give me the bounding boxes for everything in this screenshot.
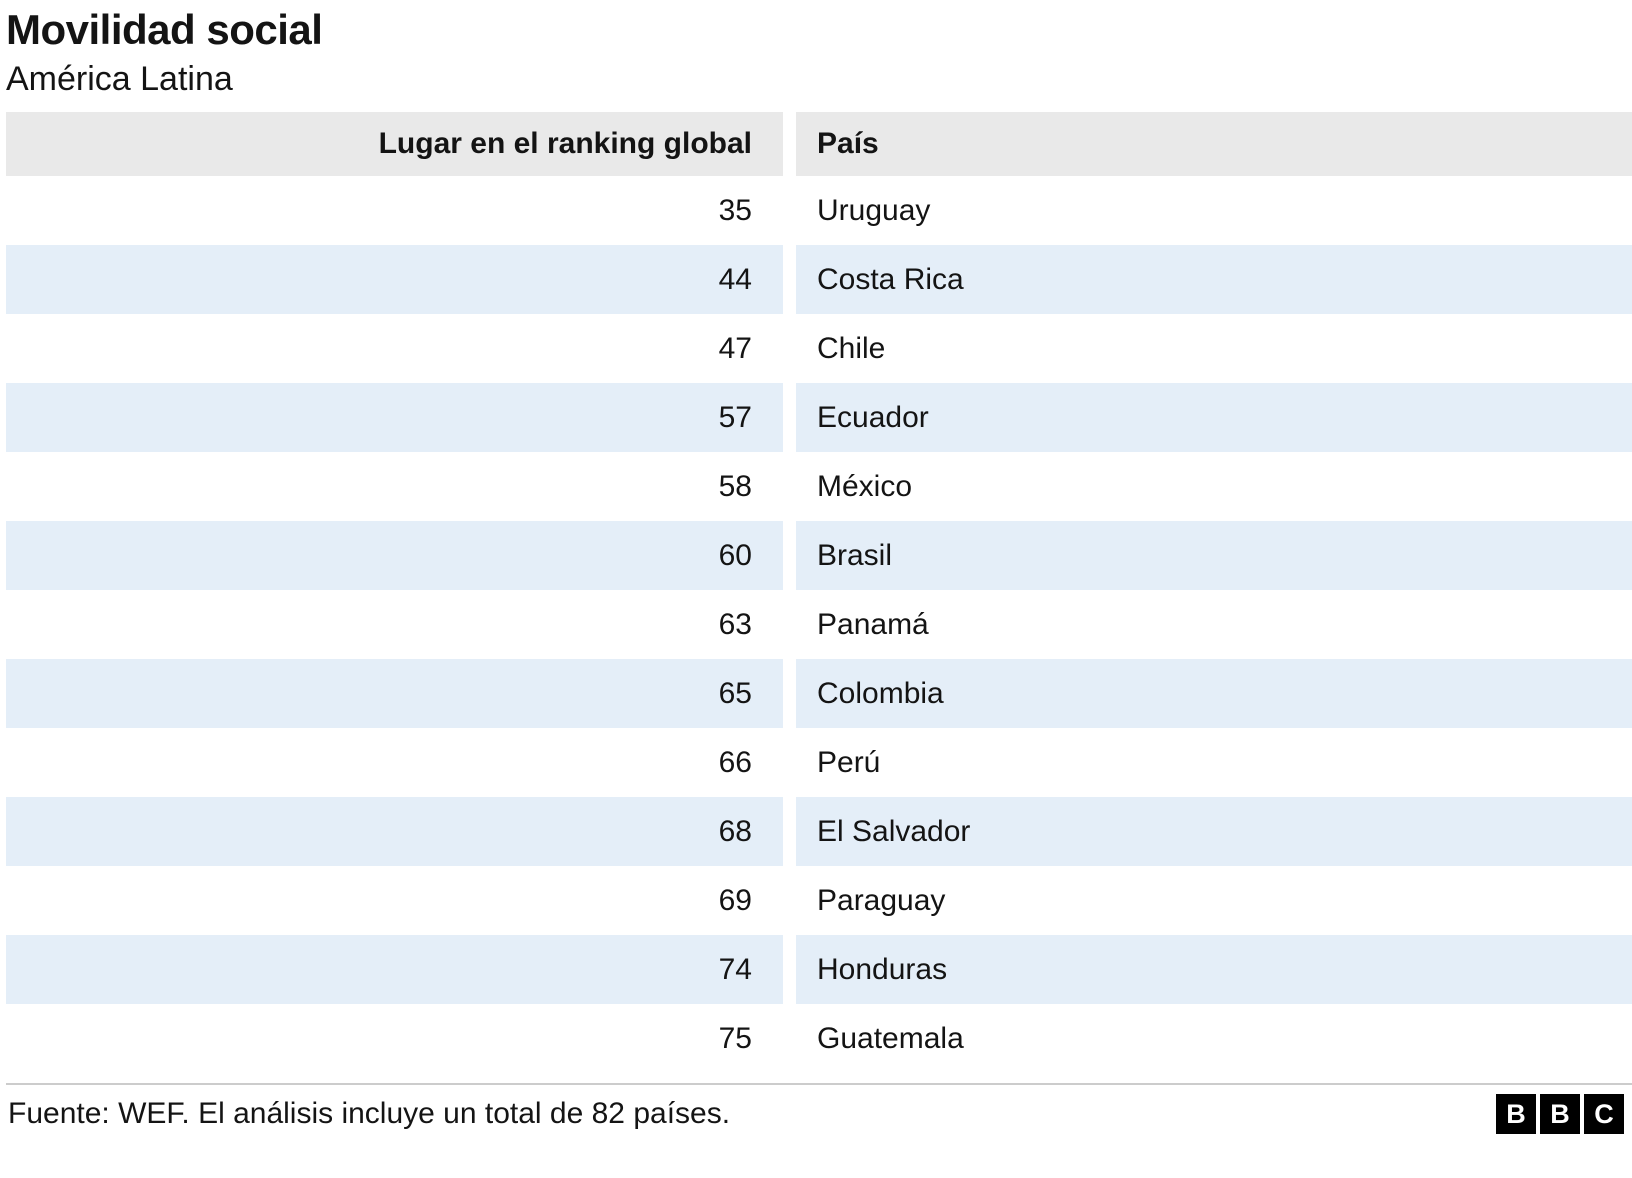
- table-row: 44 Costa Rica: [6, 245, 1632, 315]
- rank-cell: 58: [6, 452, 783, 522]
- table-row: 63 Panamá: [6, 590, 1632, 660]
- country-cell: El Salvador: [796, 797, 1632, 867]
- column-header-rank: Lugar en el ranking global: [6, 112, 783, 177]
- chart-footer: Fuente: WEF. El análisis incluye un tota…: [6, 1083, 1632, 1135]
- country-cell: Chile: [796, 314, 1632, 384]
- table-row: 60 Brasil: [6, 521, 1632, 591]
- country-cell: Honduras: [796, 935, 1632, 1005]
- country-cell: Ecuador: [796, 383, 1632, 453]
- bbc-logo-letter: B: [1540, 1094, 1580, 1135]
- country-cell: Costa Rica: [796, 245, 1632, 315]
- table-row: 75 Guatemala: [6, 1004, 1632, 1074]
- rank-cell: 69: [6, 866, 783, 936]
- rank-cell: 65: [6, 659, 783, 729]
- table-body: 35 Uruguay 44 Costa Rica 47 Chile 57 Ecu…: [6, 176, 1632, 1074]
- table-row: 47 Chile: [6, 314, 1632, 384]
- table-row: 35 Uruguay: [6, 176, 1632, 246]
- bbc-logo-letter: C: [1584, 1094, 1624, 1135]
- rank-cell: 35: [6, 176, 783, 246]
- bbc-logo-letter: B: [1496, 1094, 1536, 1135]
- table-row: 65 Colombia: [6, 659, 1632, 729]
- table-row: 69 Paraguay: [6, 866, 1632, 936]
- country-cell: Panamá: [796, 590, 1632, 660]
- rank-cell: 47: [6, 314, 783, 384]
- table-row: 74 Honduras: [6, 935, 1632, 1005]
- country-cell: Uruguay: [796, 176, 1632, 246]
- country-cell: Paraguay: [796, 866, 1632, 936]
- table-row: 58 México: [6, 452, 1632, 522]
- rank-cell: 75: [6, 1004, 783, 1074]
- rank-cell: 44: [6, 245, 783, 315]
- rank-cell: 68: [6, 797, 783, 867]
- rank-cell: 63: [6, 590, 783, 660]
- rank-cell: 66: [6, 728, 783, 798]
- chart-subtitle: América Latina: [6, 60, 233, 99]
- country-cell: Guatemala: [796, 1004, 1632, 1074]
- table-row: 68 El Salvador: [6, 797, 1632, 867]
- country-cell: Colombia: [796, 659, 1632, 729]
- country-cell: México: [796, 452, 1632, 522]
- ranking-table: Lugar en el ranking global País 35 Urugu…: [6, 112, 1632, 1074]
- table-header-row: Lugar en el ranking global País: [6, 112, 1632, 177]
- chart-title: Movilidad social: [6, 6, 323, 53]
- bbc-logo: B B C: [1496, 1094, 1624, 1135]
- table-row: 66 Perú: [6, 728, 1632, 798]
- country-cell: Brasil: [796, 521, 1632, 591]
- country-cell: Perú: [796, 728, 1632, 798]
- table-row: 57 Ecuador: [6, 383, 1632, 453]
- column-header-country: País: [796, 112, 1632, 177]
- source-text: Fuente: WEF. El análisis incluye un tota…: [8, 1097, 731, 1131]
- rank-cell: 57: [6, 383, 783, 453]
- rank-cell: 74: [6, 935, 783, 1005]
- rank-cell: 60: [6, 521, 783, 591]
